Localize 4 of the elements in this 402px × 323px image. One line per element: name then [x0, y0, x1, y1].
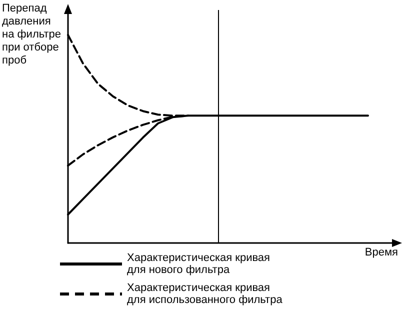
- legend-label: Характеристическая кривая для нового фильтра: [127, 252, 270, 276]
- legend-label: Характеристическая кривая для использованного фильтра: [127, 282, 284, 306]
- y-axis-title: Перепад давления на фильтре при отборе проб: [2, 2, 62, 66]
- x-axis-title: Время: [364, 246, 398, 258]
